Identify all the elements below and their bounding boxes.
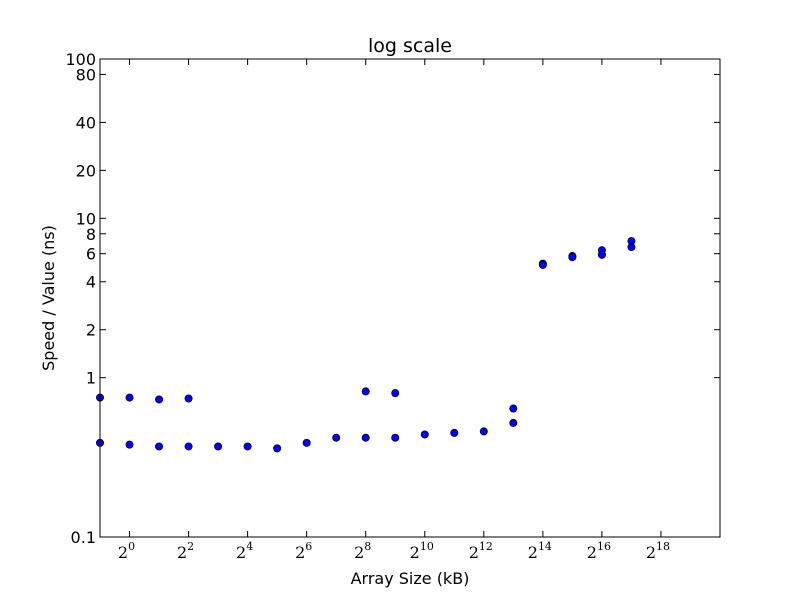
data-point-7 [184, 442, 193, 451]
points-layer [96, 237, 636, 453]
data-point-4 [155, 395, 164, 404]
x-tick-label-5: 210 [410, 540, 434, 562]
y-tick-label-8: 40 [76, 113, 96, 132]
data-point-10 [273, 444, 282, 453]
data-point-25 [568, 253, 577, 262]
data-point-12 [332, 433, 341, 442]
x-tick-label-9: 218 [646, 540, 670, 562]
data-point-2 [125, 393, 134, 402]
data-point-23 [538, 260, 547, 269]
data-point-8 [214, 442, 223, 451]
data-point-15 [391, 389, 400, 398]
y-tick-label-5: 8 [86, 225, 96, 244]
data-point-16 [391, 433, 400, 442]
x-axis-label: Array Size (kB) [351, 569, 470, 588]
data-point-17 [420, 430, 429, 439]
data-point-27 [597, 250, 606, 259]
data-point-11 [302, 438, 311, 447]
plot-area-frame [99, 58, 721, 538]
data-point-29 [627, 243, 636, 252]
data-point-19 [479, 427, 488, 436]
data-point-5 [155, 442, 164, 451]
chart-title: log scale [368, 35, 452, 57]
data-point-20 [509, 404, 518, 413]
y-tick-label-0: 0.1 [71, 528, 96, 547]
y-tick-label-1: 1 [86, 369, 96, 388]
data-point-13 [361, 387, 370, 396]
y-axis-label: Speed / Value (ns) [39, 225, 58, 371]
x-tick-label-3: 26 [295, 540, 312, 562]
y-tick-label-6: 10 [76, 209, 96, 228]
x-tick-label-0: 20 [118, 540, 135, 562]
y-tick-label-10: 100 [65, 50, 96, 69]
y-tick-label-9: 80 [76, 65, 96, 84]
x-axis-ticks: 20 22 24 26 28 210 212 214 216 218 [118, 59, 670, 562]
x-tick-label-6: 212 [469, 540, 493, 562]
data-point-9 [243, 442, 252, 451]
x-tick-label-1: 22 [177, 540, 194, 562]
x-tick-label-4: 28 [354, 540, 371, 562]
data-point-21 [509, 418, 518, 427]
data-point-14 [361, 433, 370, 442]
x-tick-label-8: 216 [587, 540, 611, 562]
y-tick-label-7: 20 [76, 161, 96, 180]
x-tick-label-2: 24 [236, 540, 253, 562]
y-tick-label-2: 2 [86, 321, 96, 340]
data-point-18 [450, 428, 459, 437]
data-point-6 [184, 394, 193, 403]
y-tick-label-4: 6 [86, 245, 96, 264]
x-tick-label-7: 214 [528, 540, 552, 562]
y-tick-label-3: 4 [86, 273, 96, 292]
data-point-3 [125, 440, 134, 449]
